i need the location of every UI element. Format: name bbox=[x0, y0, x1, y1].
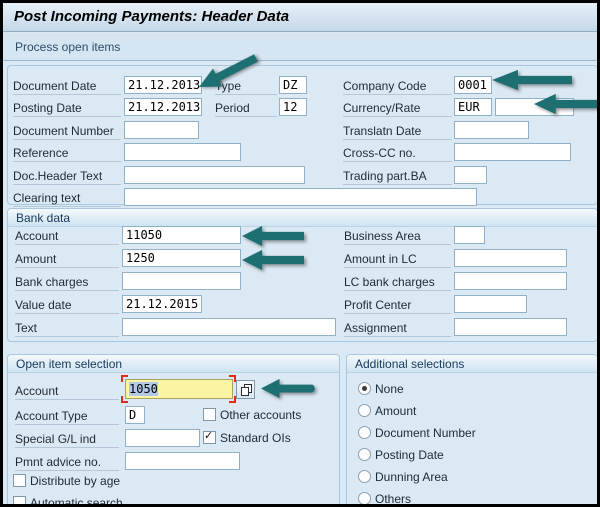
focus-corner bbox=[121, 396, 128, 403]
radio-dunning-area-label: Dunning Area bbox=[375, 470, 448, 484]
process-open-items-button[interactable]: Process open items bbox=[15, 40, 121, 54]
value-date-label: Value date bbox=[15, 298, 119, 314]
posting-date-field[interactable]: 21.12.2013 bbox=[124, 98, 202, 116]
annotation-arrow-open-item-account-icon bbox=[261, 378, 315, 399]
bank-charges-field[interactable] bbox=[122, 272, 241, 290]
open-item-selection-group: Open item selection bbox=[7, 354, 340, 504]
type-field[interactable]: DZ bbox=[279, 76, 307, 94]
profit-center-field[interactable] bbox=[454, 295, 527, 313]
oi-account-field[interactable]: 1050 bbox=[125, 379, 233, 399]
focus-corner bbox=[229, 396, 236, 403]
radio-none[interactable] bbox=[358, 382, 371, 395]
clearing-text-label: Clearing text bbox=[13, 191, 121, 207]
annotation-arrow-document-date-icon bbox=[199, 54, 258, 87]
business-area-label: Business Area bbox=[344, 229, 451, 245]
radio-posting-date-label: Posting Date bbox=[375, 448, 444, 462]
radio-amount[interactable] bbox=[358, 404, 371, 417]
assignment-field[interactable] bbox=[454, 318, 567, 336]
currency-rate-label: Currency/Rate bbox=[343, 101, 452, 117]
text-label: Text bbox=[15, 321, 119, 337]
selected-text: 1050 bbox=[129, 382, 158, 396]
distribute-by-age-label: Distribute by age bbox=[30, 474, 121, 488]
clearing-text-field[interactable] bbox=[124, 188, 477, 206]
profit-center-label: Profit Center bbox=[344, 298, 451, 314]
pmnt-advice-no-field[interactable] bbox=[125, 452, 240, 470]
amount-field[interactable]: 1250 bbox=[122, 249, 241, 267]
additional-selections-group: Additional selections bbox=[346, 354, 597, 504]
assignment-label: Assignment bbox=[344, 321, 451, 337]
distribute-by-age-checkbox[interactable]: ✓ bbox=[13, 474, 26, 487]
oi-account-label: Account bbox=[15, 384, 119, 400]
translatn-date-field[interactable] bbox=[454, 121, 529, 139]
bank-data-group-title: Bank data bbox=[8, 209, 597, 227]
bank-data-group: Bank data bbox=[7, 208, 597, 342]
period-label: Period bbox=[215, 101, 277, 117]
lc-bank-charges-label: LC bank charges bbox=[344, 275, 451, 291]
application-toolbar: Process open items bbox=[3, 33, 597, 61]
amount-in-lc-label: Amount in LC bbox=[344, 252, 451, 268]
amount-label: Amount bbox=[15, 252, 119, 268]
document-date-field[interactable]: 21.12.2013 bbox=[124, 76, 202, 94]
automatic-search-checkbox[interactable]: ✓ bbox=[13, 496, 26, 504]
open-item-selection-title: Open item selection bbox=[8, 355, 339, 373]
reference-label: Reference bbox=[13, 146, 121, 162]
special-gl-ind-label: Special G/L ind bbox=[15, 432, 119, 448]
radio-others[interactable] bbox=[358, 492, 371, 504]
account-type-label: Account Type bbox=[15, 409, 119, 425]
business-area-field[interactable] bbox=[454, 226, 485, 244]
radio-document-number[interactable] bbox=[358, 426, 371, 439]
posting-date-label: Posting Date bbox=[13, 101, 121, 117]
company-code-label: Company Code bbox=[343, 79, 452, 95]
bank-charges-label: Bank charges bbox=[15, 275, 119, 291]
annotation-arrow-account-icon bbox=[242, 225, 304, 247]
reference-field[interactable] bbox=[124, 143, 241, 161]
annotation-arrow-amount-icon bbox=[242, 249, 304, 271]
annotation-arrow-currency-icon bbox=[534, 93, 597, 115]
text-field[interactable] bbox=[122, 318, 336, 336]
radio-dunning-area[interactable] bbox=[358, 470, 371, 483]
account-type-field[interactable]: D bbox=[125, 406, 145, 424]
translatn-date-label: Translatn Date bbox=[343, 124, 452, 140]
currency-field[interactable]: EUR bbox=[454, 98, 492, 116]
bank-account-field[interactable]: 11050 bbox=[122, 226, 241, 244]
standard-ois-checkbox[interactable]: ✓ bbox=[203, 431, 216, 444]
annotation-arrow-company-code-icon bbox=[492, 69, 572, 91]
doc-header-text-field[interactable] bbox=[124, 166, 305, 184]
radio-document-number-label: Document Number bbox=[375, 426, 476, 440]
radio-posting-date[interactable] bbox=[358, 448, 371, 461]
amount-in-lc-field[interactable] bbox=[454, 249, 567, 267]
page-title: Post Incoming Payments: Header Data bbox=[14, 8, 290, 25]
lc-bank-charges-field[interactable] bbox=[454, 272, 567, 290]
automatic-search-label: Automatic search bbox=[30, 496, 123, 507]
other-accounts-checkbox[interactable]: ✓ bbox=[203, 408, 216, 421]
focus-corner bbox=[121, 375, 128, 382]
special-gl-ind-field[interactable] bbox=[125, 429, 200, 447]
document-date-label: Document Date bbox=[13, 79, 121, 95]
other-accounts-label: Other accounts bbox=[220, 408, 302, 422]
focus-corner bbox=[229, 375, 236, 382]
title-bar: Post Incoming Payments: Header Data bbox=[3, 3, 597, 32]
multiple-selection-button[interactable] bbox=[236, 380, 255, 399]
radio-amount-label: Amount bbox=[375, 404, 417, 418]
additional-selections-title: Additional selections bbox=[347, 355, 597, 373]
cross-cc-no-label: Cross-CC no. bbox=[343, 146, 452, 162]
radio-none-label: None bbox=[375, 382, 404, 396]
document-number-field[interactable] bbox=[124, 121, 199, 139]
type-label: Type bbox=[215, 79, 277, 95]
period-field[interactable]: 12 bbox=[279, 98, 307, 116]
standard-ois-label: Standard OIs bbox=[220, 431, 291, 445]
doc-header-text-label: Doc.Header Text bbox=[13, 169, 121, 185]
document-number-label: Document Number bbox=[13, 124, 121, 140]
trading-part-ba-label: Trading part.BA bbox=[343, 169, 452, 185]
trading-part-ba-field[interactable] bbox=[454, 166, 487, 184]
cross-cc-no-field[interactable] bbox=[454, 143, 571, 161]
radio-others-label: Others bbox=[375, 492, 412, 506]
pmnt-advice-no-label: Pmnt advice no. bbox=[15, 455, 119, 471]
bank-account-label: Account bbox=[15, 229, 119, 245]
company-code-field[interactable]: 0001 bbox=[454, 76, 492, 94]
value-date-field[interactable]: 21.12.2015 bbox=[122, 295, 202, 313]
multiple-selection-icon bbox=[241, 387, 249, 396]
